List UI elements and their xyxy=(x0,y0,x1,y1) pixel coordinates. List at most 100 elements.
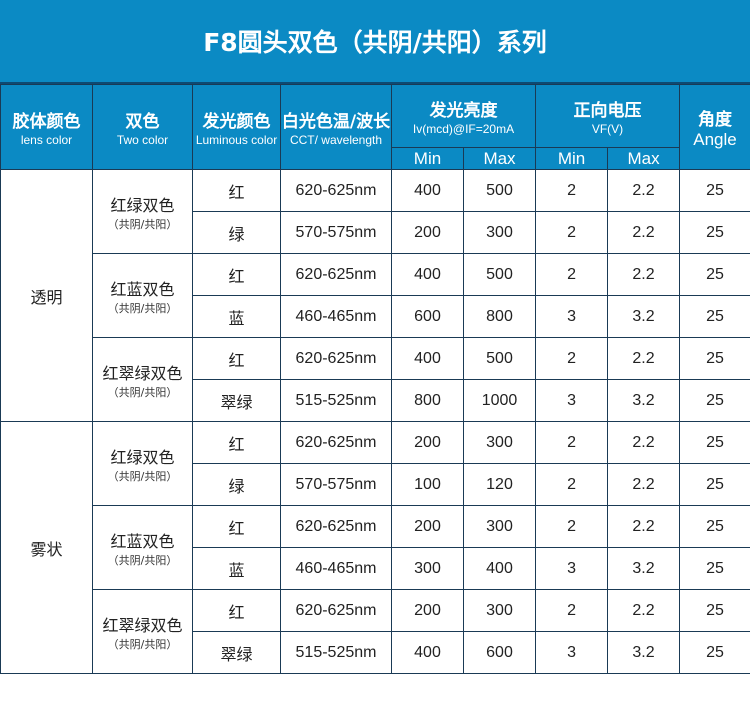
luminous-color-cell: 蓝 xyxy=(192,295,281,338)
angle-cell: 25 xyxy=(679,295,750,338)
table-row: 透明 红绿双色 （共阴/共阳）红 620-625nm 400 500 2 2.2 25 xyxy=(0,169,750,422)
luminous-color-cell: 红 xyxy=(192,589,281,632)
vf-min-cell: 2 xyxy=(535,337,609,380)
luminous-color-cell: 绿 xyxy=(192,211,281,254)
vf-min-cell: 2 xyxy=(535,589,609,632)
header-luminous-intensity: 发光亮度 Iv(mcd)@IF=20mA xyxy=(390,84,537,148)
spec-table: 胶体颜色 lens color 双色 Two color 发光颜色 Luminous … xyxy=(0,84,750,674)
luminous-color-cell: 翠绿 xyxy=(192,379,281,422)
wavelength-cell: 460-465nm xyxy=(280,547,392,590)
vf-max-cell: 2.2 xyxy=(607,169,681,212)
luminous-color-cell: 红 xyxy=(192,253,281,296)
iv-min-cell: 200 xyxy=(391,505,464,548)
vf-max-cell: 2.2 xyxy=(607,337,681,380)
angle-cell: 25 xyxy=(679,589,750,632)
header-two-color: 双色 Two color xyxy=(92,84,193,170)
two-color-cell: 红绿双色 （共阴/共阳） xyxy=(92,421,193,506)
angle-cell: 25 xyxy=(679,547,750,590)
wavelength-cell: 570-575nm xyxy=(280,463,392,506)
iv-max-cell: 300 xyxy=(462,589,537,632)
angle-cell: 25 xyxy=(679,631,750,674)
iv-min-cell: 200 xyxy=(391,211,464,254)
luminous-color-cell: 绿 xyxy=(192,463,281,506)
vf-min-cell: 2 xyxy=(535,253,609,296)
wavelength-cell: 620-625nm xyxy=(280,505,392,548)
vf-max-cell: 2.2 xyxy=(607,253,681,296)
vf-min-cell: 2 xyxy=(535,463,609,506)
wavelength-cell: 620-625nm xyxy=(280,337,392,380)
vf-max-cell: 2.2 xyxy=(607,421,681,464)
angle-cell: 25 xyxy=(679,169,750,212)
luminous-color-cell: 红 xyxy=(192,337,281,380)
iv-max-cell: 600 xyxy=(462,631,537,674)
vf-min-cell: 3 xyxy=(535,547,609,590)
two-color-cell: 红蓝双色 （共阴/共阳） xyxy=(92,505,193,590)
table-row: 红蓝双色 （共阴/共阳）红 620-625nm 400 500 2 2.2 25 xyxy=(1,253,750,338)
angle-cell: 25 xyxy=(679,253,750,296)
wavelength-cell: 515-525nm xyxy=(280,379,392,422)
iv-min-cell: 400 xyxy=(391,169,464,212)
header-vf-max: Max xyxy=(607,147,681,170)
vf-min-cell: 2 xyxy=(535,211,609,254)
iv-min-cell: 400 xyxy=(391,253,464,296)
table-row: 绿 570-575nm 200 300 2 2.2 25 xyxy=(1,211,750,254)
table-row: 红翠绿双色 （共阴/共阳）红 620-625nm 200 300 2 2.2 25 xyxy=(1,589,750,674)
angle-cell: 25 xyxy=(679,379,750,422)
luminous-color-cell: 红 xyxy=(192,421,281,464)
wavelength-cell: 620-625nm xyxy=(280,589,392,632)
header-forward-voltage: 正向电压 VF(V) xyxy=(535,84,681,148)
luminous-color-cell: 红 xyxy=(192,505,281,548)
vf-max-cell: 2.2 xyxy=(607,505,681,548)
table-row: 红翠绿双色 （共阴/共阳）红 620-625nm 400 500 2 2.2 25 xyxy=(1,337,750,422)
table-row: 蓝 460-465nm 300 400 3 3.2 25 xyxy=(1,547,750,590)
wavelength-cell: 460-465nm xyxy=(280,295,392,338)
iv-max-cell: 500 xyxy=(462,337,537,380)
vf-max-cell: 2.2 xyxy=(607,463,681,506)
vf-min-cell: 3 xyxy=(535,379,609,422)
vf-max-cell: 3.2 xyxy=(607,295,681,338)
header-vf-min: Min xyxy=(535,147,609,170)
vf-max-cell: 2.2 xyxy=(607,589,681,632)
header-iv-min: Min xyxy=(391,147,464,170)
table-row: 翠绿 515-525nm 400 600 3 3.2 25 xyxy=(1,631,750,674)
vf-max-cell: 3.2 xyxy=(607,547,681,590)
angle-cell: 25 xyxy=(679,463,750,506)
angle-cell: 25 xyxy=(679,421,750,464)
iv-max-cell: 300 xyxy=(462,211,537,254)
iv-max-cell: 500 xyxy=(462,169,537,212)
two-color-cell: 红翠绿双色 （共阴/共阳） xyxy=(92,589,193,674)
luminous-color-cell: 红 xyxy=(192,169,281,212)
header-angle: 角度 Angle xyxy=(679,84,750,170)
angle-cell: 25 xyxy=(679,211,750,254)
table-row: 蓝 460-465nm 600 800 3 3.2 25 xyxy=(1,295,750,338)
header-iv-max: Max xyxy=(462,147,537,170)
two-color-cell: 红绿双色 （共阴/共阳） xyxy=(92,169,193,254)
two-color-cell: 红翠绿双色 （共阴/共阳） xyxy=(92,337,193,422)
two-color-cell: 红蓝双色 （共阴/共阳） xyxy=(92,253,193,338)
iv-min-cell: 200 xyxy=(391,589,464,632)
iv-max-cell: 1000 xyxy=(462,379,537,422)
vf-max-cell: 3.2 xyxy=(607,379,681,422)
vf-min-cell: 2 xyxy=(535,505,609,548)
iv-max-cell: 120 xyxy=(462,463,537,506)
vf-max-cell: 3.2 xyxy=(607,631,681,674)
vf-min-cell: 2 xyxy=(535,421,609,464)
iv-min-cell: 600 xyxy=(391,295,464,338)
wavelength-cell: 620-625nm xyxy=(280,253,392,296)
table-row: 雾状 红绿双色 （共阴/共阳）红 620-625nm 200 300 2 2.2 25 xyxy=(0,421,750,674)
header-luminous-color: 发光颜色 Luminous color xyxy=(192,84,281,170)
iv-min-cell: 400 xyxy=(391,631,464,674)
iv-max-cell: 500 xyxy=(462,253,537,296)
wavelength-cell: 620-625nm xyxy=(280,421,392,464)
wavelength-cell: 620-625nm xyxy=(280,169,392,212)
iv-max-cell: 300 xyxy=(462,421,537,464)
page-title: F8圆头双色（共阴/共阳）系列 xyxy=(0,0,750,84)
iv-min-cell: 300 xyxy=(391,547,464,590)
lens-color-cell: 透明 xyxy=(0,169,93,422)
iv-max-cell: 300 xyxy=(462,505,537,548)
header-lens-color: 胶体颜色 lens color xyxy=(0,84,93,170)
luminous-color-cell: 蓝 xyxy=(192,547,281,590)
table-row: 红蓝双色 （共阴/共阳）红 620-625nm 200 300 2 2.2 25 xyxy=(1,505,750,590)
vf-min-cell: 2 xyxy=(535,169,609,212)
iv-min-cell: 200 xyxy=(391,421,464,464)
